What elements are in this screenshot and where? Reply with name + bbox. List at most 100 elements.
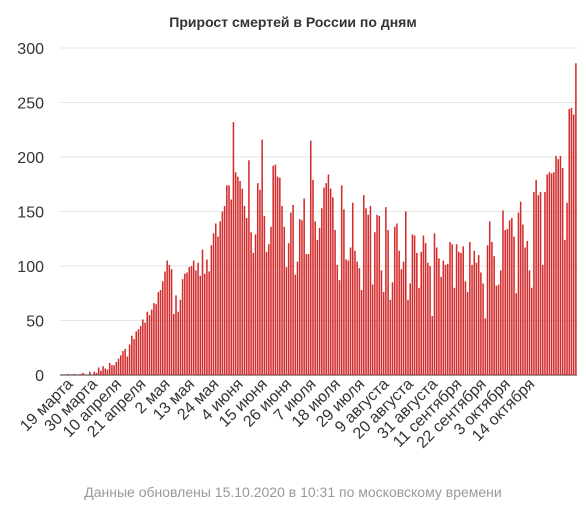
bar <box>369 206 372 375</box>
bar <box>484 318 487 375</box>
bar <box>405 211 407 375</box>
bar <box>334 230 336 375</box>
bar <box>418 287 420 375</box>
bar <box>480 272 482 375</box>
bar <box>340 185 343 375</box>
bar <box>309 140 312 375</box>
bar <box>155 304 157 375</box>
bar <box>192 260 195 375</box>
bar <box>458 251 460 375</box>
bar <box>535 179 537 375</box>
bar <box>265 251 268 375</box>
bar <box>528 270 531 375</box>
bar <box>429 266 431 375</box>
bar <box>223 206 226 375</box>
y-tick-label: 200 <box>17 150 44 167</box>
bar <box>380 270 383 375</box>
bar <box>195 270 197 375</box>
bar <box>124 348 126 375</box>
bar <box>568 109 571 375</box>
bar <box>495 285 498 375</box>
bar <box>559 155 562 375</box>
bar <box>345 259 347 375</box>
chart-title: Прирост смертей в России по дням <box>169 14 417 30</box>
bar <box>173 313 175 375</box>
bar <box>387 230 389 375</box>
bar <box>493 256 495 375</box>
bar <box>473 250 476 375</box>
bar <box>283 226 286 375</box>
bar <box>111 365 113 375</box>
bar <box>488 221 491 375</box>
bar <box>382 292 385 375</box>
bar <box>221 211 224 375</box>
bar <box>108 363 111 375</box>
bar <box>95 372 98 375</box>
bar <box>287 243 290 375</box>
bar <box>206 259 208 375</box>
bar <box>332 197 334 375</box>
bar <box>522 224 524 375</box>
bar <box>82 372 84 375</box>
bar <box>343 209 345 375</box>
bar <box>250 232 252 375</box>
bar <box>416 252 418 375</box>
bar <box>570 107 573 375</box>
bar <box>449 242 451 375</box>
bar <box>184 273 186 375</box>
bar <box>208 271 210 375</box>
bar <box>128 344 131 375</box>
bar <box>466 292 469 375</box>
y-tick-label: 50 <box>26 314 44 331</box>
bar <box>393 226 396 375</box>
bar <box>305 254 308 375</box>
bar <box>360 289 363 375</box>
bar <box>446 263 449 375</box>
bar <box>374 232 376 375</box>
bar <box>354 250 356 375</box>
bar <box>115 361 118 375</box>
bar <box>276 176 279 375</box>
y-tick-label: 100 <box>17 259 44 276</box>
bar <box>241 188 244 375</box>
bar <box>402 261 405 375</box>
bar <box>544 191 546 375</box>
bar <box>190 266 193 375</box>
y-axis-ticks: 0 50 100 150 200 250 300 <box>17 41 44 385</box>
bar <box>413 235 416 375</box>
bar <box>566 202 568 375</box>
bar <box>201 249 204 375</box>
bar <box>508 220 511 375</box>
bar <box>104 368 107 375</box>
bar <box>301 220 303 375</box>
bar <box>347 260 350 375</box>
bar <box>157 292 160 375</box>
bar <box>256 183 259 375</box>
bar <box>228 185 230 375</box>
bar <box>254 234 257 375</box>
bar <box>557 159 559 375</box>
bar <box>504 230 506 375</box>
bar <box>546 174 548 375</box>
bar <box>398 250 400 375</box>
bar <box>367 214 369 375</box>
bar <box>365 208 367 375</box>
bar <box>135 331 137 375</box>
bar <box>137 329 140 375</box>
bar <box>268 244 270 375</box>
bars <box>66 63 577 376</box>
bar <box>517 212 520 375</box>
bar <box>93 371 96 375</box>
grid-lines <box>60 47 577 376</box>
bar <box>530 287 533 375</box>
bar <box>245 218 248 375</box>
bar <box>524 247 526 375</box>
bar <box>500 270 502 375</box>
bar <box>497 284 500 375</box>
bar <box>561 167 564 375</box>
bar <box>100 370 102 375</box>
update-timestamp: Данные обновлены 15.10.2020 в 10:31 по м… <box>84 484 502 500</box>
bar <box>519 201 522 375</box>
bar <box>438 258 440 375</box>
bar <box>188 267 191 375</box>
